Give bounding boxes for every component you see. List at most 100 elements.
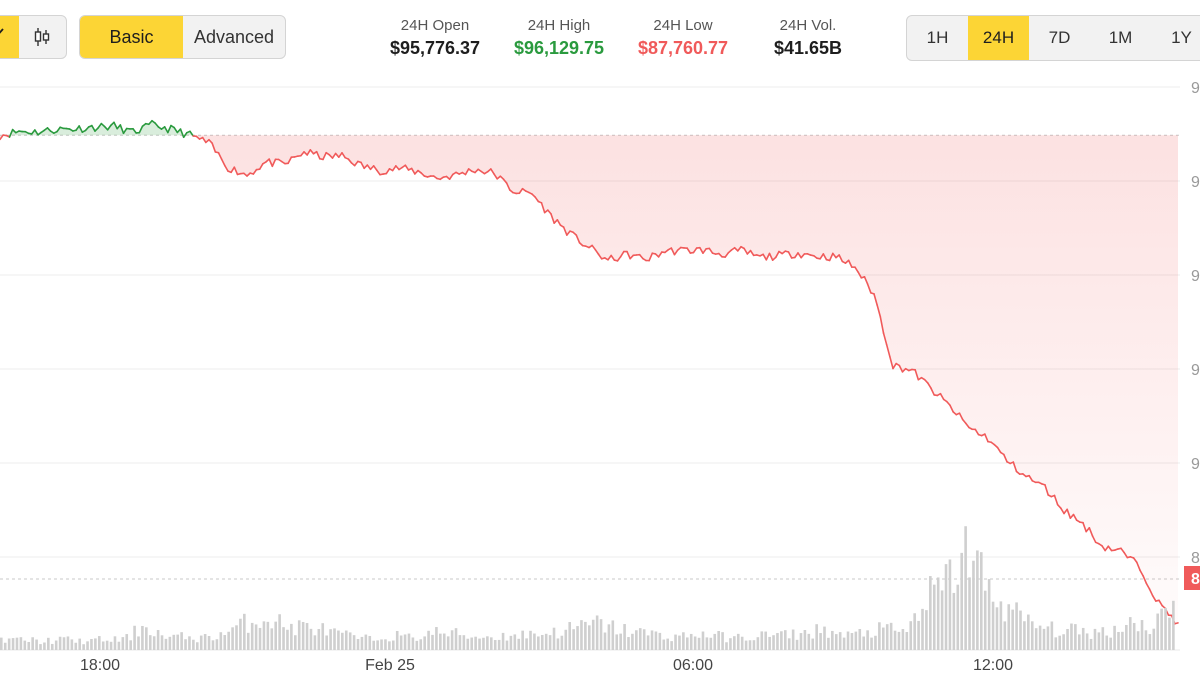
volume-bar bbox=[913, 613, 916, 650]
price-line-segment bbox=[1158, 599, 1163, 607]
candlestick-chart-button[interactable] bbox=[19, 16, 67, 58]
price-line-segment bbox=[857, 271, 863, 279]
basic-mode-button[interactable]: Basic bbox=[80, 16, 183, 58]
price-line-segment bbox=[97, 122, 103, 129]
volume-bar bbox=[62, 637, 66, 650]
volume-bar bbox=[1089, 638, 1093, 650]
volume-bar bbox=[458, 635, 462, 650]
price-line-segment bbox=[873, 293, 878, 306]
volume-bar bbox=[344, 630, 348, 650]
price-line-segment bbox=[366, 164, 372, 171]
range-24h-button[interactable]: 24H bbox=[968, 16, 1029, 60]
price-line-segment bbox=[866, 283, 872, 294]
price-line-segment bbox=[34, 129, 39, 136]
price-line-segment bbox=[1003, 453, 1008, 463]
range-7d-button[interactable]: 7D bbox=[1048, 28, 1071, 47]
volume-bar bbox=[403, 634, 407, 650]
stat-label: 24H Vol. bbox=[779, 17, 837, 34]
volume-bar bbox=[944, 564, 948, 650]
volume-bar bbox=[517, 638, 521, 650]
volume-bar bbox=[983, 590, 987, 650]
volume-bar bbox=[1050, 621, 1054, 650]
volume-bar bbox=[39, 644, 42, 650]
range-1y-button[interactable]: 1Y bbox=[1171, 28, 1192, 47]
volume-bar bbox=[360, 636, 364, 650]
volume-bar bbox=[615, 634, 619, 650]
price-line-segment bbox=[961, 418, 967, 425]
x-tick-label: 06:00 bbox=[673, 657, 713, 674]
volume-bar bbox=[834, 634, 838, 650]
price-line-segment bbox=[224, 164, 229, 172]
volume-bar bbox=[270, 628, 274, 650]
volume-bar bbox=[333, 628, 336, 650]
volume-bar bbox=[799, 633, 803, 650]
price-area-below-open bbox=[0, 135, 1178, 624]
price-line-segment bbox=[179, 128, 185, 139]
volume-bar bbox=[850, 633, 854, 650]
volume-bar bbox=[803, 630, 807, 650]
price-line-segment bbox=[562, 226, 568, 236]
price-line-segment bbox=[876, 304, 882, 318]
price-line-segment bbox=[819, 253, 825, 260]
price-line-segment bbox=[657, 251, 663, 258]
range-1h-button[interactable]: 1H bbox=[926, 28, 949, 47]
volume-bar bbox=[19, 637, 23, 650]
volume-bar bbox=[513, 634, 517, 650]
volume-bar bbox=[3, 642, 7, 650]
volume-bar bbox=[356, 639, 360, 650]
price-line-segment bbox=[1091, 535, 1097, 544]
volume-bar bbox=[905, 631, 909, 650]
volume-bar bbox=[552, 627, 556, 650]
volume-bar bbox=[576, 626, 579, 650]
stat-24h-open: 24H Open $95,776.37 bbox=[378, 17, 492, 60]
volume-bar bbox=[501, 632, 505, 650]
line-chart-button[interactable] bbox=[0, 16, 19, 58]
price-line-segment bbox=[331, 152, 337, 159]
volume-bar bbox=[15, 637, 19, 650]
advanced-mode-button[interactable]: Advanced bbox=[193, 26, 275, 47]
price-line-segment bbox=[505, 182, 511, 191]
chart-toolbar: Basic Advanced 24H Open $95,776.37 24H H… bbox=[0, 0, 1200, 76]
volume-bar bbox=[117, 641, 121, 650]
volume-bar bbox=[282, 627, 285, 650]
price-line-segment bbox=[958, 412, 964, 421]
volume-bar bbox=[960, 552, 963, 650]
volume-bar bbox=[584, 621, 587, 650]
price-line-segment bbox=[550, 213, 555, 224]
price-line-segment bbox=[252, 168, 258, 175]
volume-bar bbox=[474, 636, 477, 650]
price-line-segment bbox=[360, 161, 365, 170]
volume-bar bbox=[290, 623, 293, 650]
volume-bar bbox=[231, 627, 234, 650]
price-line-segment bbox=[490, 168, 495, 175]
volume-bar bbox=[105, 640, 109, 650]
volume-bar bbox=[627, 637, 630, 650]
volume-bar bbox=[874, 635, 877, 650]
volume-bar bbox=[682, 632, 685, 650]
view-mode-toggle: Basic Advanced bbox=[79, 15, 286, 59]
price-line-segment bbox=[828, 252, 834, 262]
volume-bar bbox=[125, 634, 129, 650]
price-line-segment bbox=[268, 158, 274, 168]
volume-bar bbox=[972, 560, 975, 650]
range-1m-button[interactable]: 1M bbox=[1108, 28, 1133, 47]
volume-bar bbox=[11, 638, 15, 650]
volume-bar bbox=[1042, 628, 1046, 650]
volume-bar bbox=[1054, 637, 1058, 650]
volume-bar bbox=[113, 636, 117, 650]
volume-bar bbox=[435, 627, 438, 650]
volume-bar bbox=[717, 630, 720, 650]
volume-bar bbox=[740, 636, 744, 650]
volume-bar bbox=[893, 630, 897, 650]
volume-bar bbox=[862, 636, 865, 650]
volume-bar bbox=[956, 584, 960, 650]
volume-bar bbox=[827, 637, 830, 650]
price-line-segment bbox=[258, 163, 264, 171]
volume-bar bbox=[544, 633, 548, 650]
volume-bar bbox=[807, 633, 811, 650]
volume-bar bbox=[721, 632, 724, 650]
volume-bar bbox=[733, 636, 736, 650]
price-line-segment bbox=[800, 253, 806, 259]
volume-bar bbox=[58, 636, 62, 650]
